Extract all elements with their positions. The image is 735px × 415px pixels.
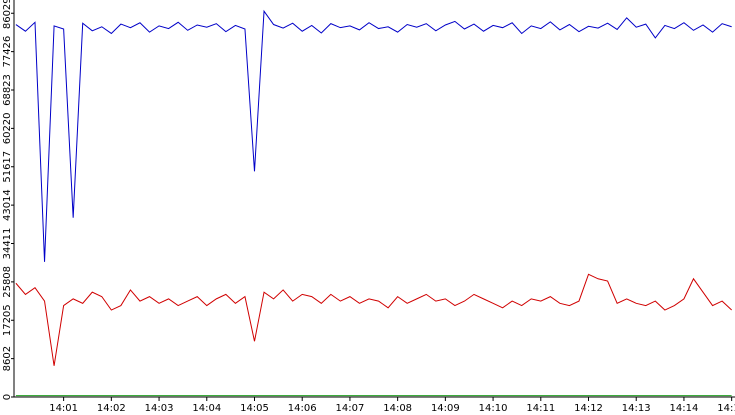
x-tick-label: 14:09: [431, 403, 460, 414]
y-tick-label: 86029: [2, 0, 13, 29]
y-tick-label: 25808: [2, 266, 13, 298]
y-tick-label: 68823: [2, 74, 13, 106]
x-tick-label: 14:01: [49, 403, 78, 414]
y-tick-label: 60220: [2, 112, 13, 144]
series-line: [15, 9, 732, 262]
x-tick-label: 14:03: [145, 403, 174, 414]
x-tick-label: 14:04: [192, 403, 221, 414]
y-tick-label: 17205: [2, 304, 13, 336]
y-tick-label: 77426: [2, 36, 13, 68]
y-tick-label: 8602: [2, 346, 13, 371]
x-tick-label: 14:07: [336, 403, 365, 414]
y-tick-label: 43014: [2, 189, 13, 221]
series-line: [15, 273, 733, 366]
x-tick-label: 14:14: [670, 403, 699, 414]
x-tick-label: 14:13: [622, 403, 651, 414]
y-tick-label: 0: [2, 394, 13, 400]
x-tick-label: 14:11: [526, 403, 555, 414]
x-tick-label: 14:08: [383, 403, 412, 414]
x-tick-label: 14:15: [717, 403, 735, 414]
y-tick-label: 51617: [2, 151, 13, 183]
x-tick-label: 14:06: [288, 403, 317, 414]
x-tick-label: 14:05: [240, 403, 269, 414]
y-tick-label: 34411: [2, 228, 13, 260]
x-tick-label: 14:12: [574, 403, 603, 414]
x-tick-label: 14:10: [479, 403, 508, 414]
x-tick-label: 14:02: [97, 403, 126, 414]
